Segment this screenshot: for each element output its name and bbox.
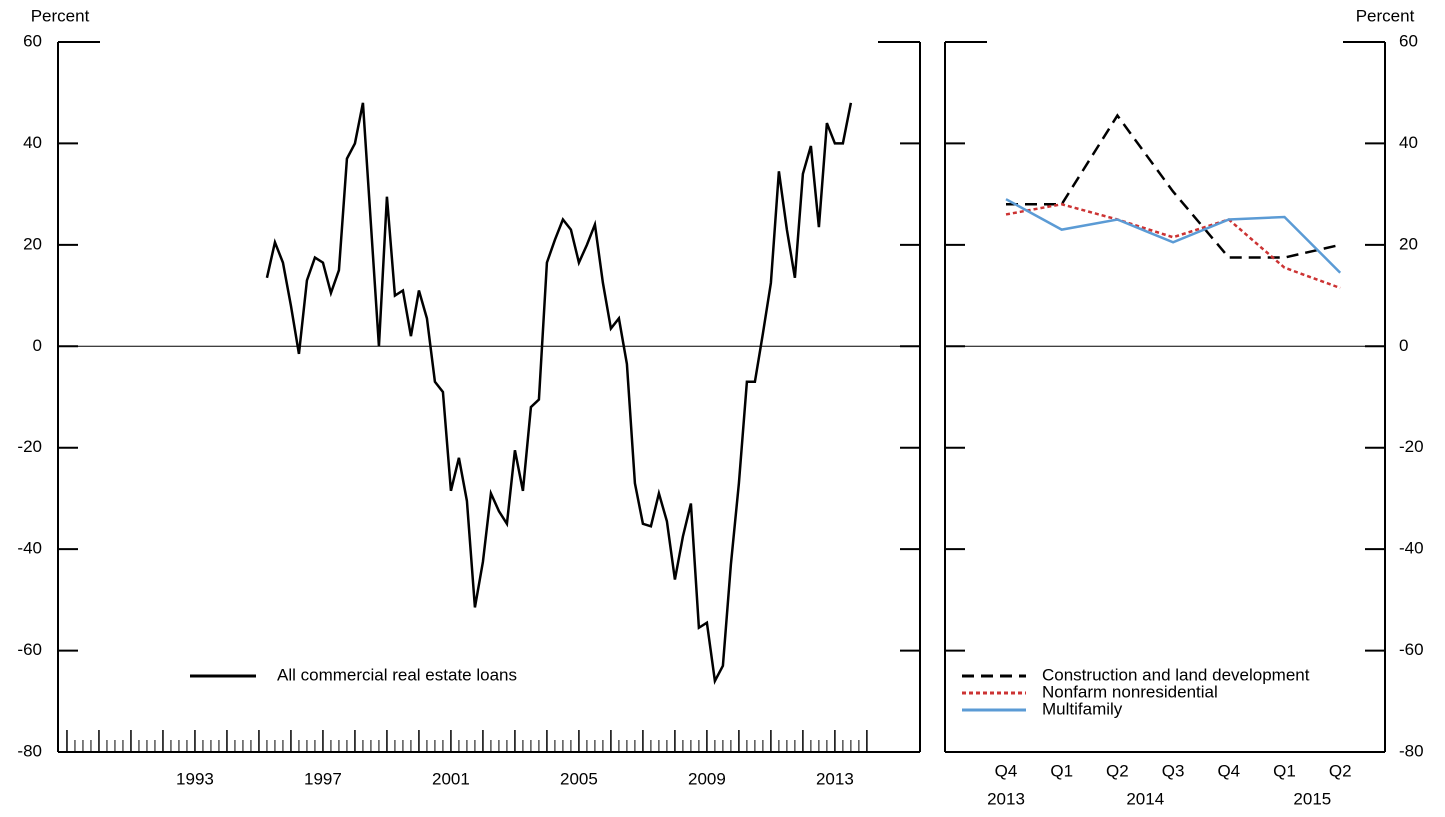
y-tick-label: -40	[17, 539, 42, 558]
x-tick-label: 1997	[304, 769, 342, 788]
y-tick-label: -80	[1399, 741, 1424, 760]
series-line	[1005, 203, 1341, 290]
y-tick-label: 40	[1399, 133, 1418, 152]
series-line	[1006, 113, 1341, 259]
y-axis-label: Percent	[1356, 6, 1415, 25]
y-tick-label: 60	[1399, 31, 1418, 50]
x-group-label: 2013	[987, 789, 1025, 808]
y-tick-label: -40	[1399, 539, 1424, 558]
x-tick-label: Q1	[1273, 761, 1296, 780]
legend-label: Construction and land development	[1042, 665, 1310, 684]
y-tick-label: 60	[23, 31, 42, 50]
x-tick-label: Q4	[995, 761, 1018, 780]
x-tick-label: 1993	[176, 769, 214, 788]
y-axis-label: Percent	[31, 6, 90, 25]
x-tick-label: 2013	[816, 769, 854, 788]
x-tick-label: Q2	[1106, 761, 1129, 780]
x-tick-label: 2001	[432, 769, 470, 788]
y-tick-label: 0	[1399, 336, 1408, 355]
y-tick-label: 40	[23, 133, 42, 152]
y-tick-label: -20	[17, 437, 42, 456]
x-tick-label: Q4	[1217, 761, 1240, 780]
x-tick-label: 2005	[560, 769, 598, 788]
legend-label: Nonfarm nonresidential	[1042, 682, 1218, 701]
x-group-label: 2015	[1293, 789, 1331, 808]
legend-label: All commercial real estate loans	[277, 665, 517, 684]
x-tick-label: Q2	[1329, 761, 1352, 780]
series-line	[265, 102, 853, 686]
legend-label: Multifamily	[1042, 699, 1123, 718]
x-tick-label: 2009	[688, 769, 726, 788]
y-tick-label: 20	[23, 234, 42, 253]
y-tick-label: -20	[1399, 437, 1424, 456]
y-tick-label: 20	[1399, 234, 1418, 253]
y-tick-label: -60	[17, 640, 42, 659]
y-tick-label: 0	[33, 336, 42, 355]
x-group-label: 2014	[1126, 789, 1164, 808]
x-tick-label: Q1	[1050, 761, 1073, 780]
y-tick-label: -60	[1399, 640, 1424, 659]
x-tick-label: Q3	[1162, 761, 1185, 780]
series-line	[1005, 198, 1342, 274]
y-tick-label: -80	[17, 741, 42, 760]
